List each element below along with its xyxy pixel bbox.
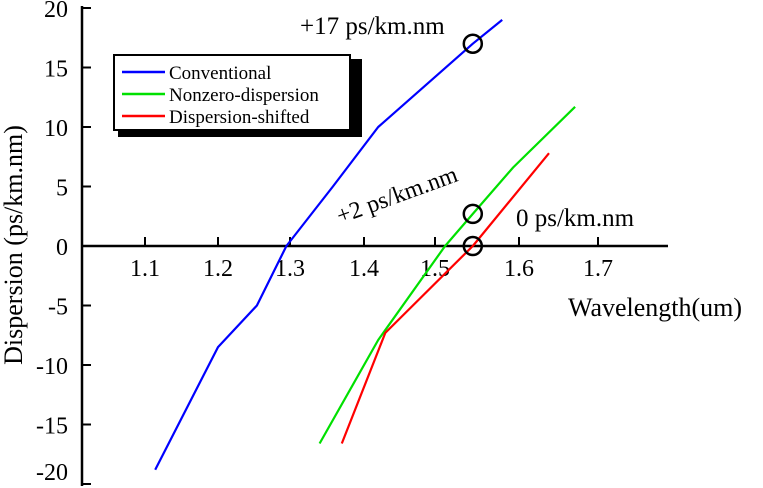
y-tick-label: 5	[56, 176, 68, 202]
legend-box	[113, 54, 351, 131]
y-tick-label: -5	[48, 295, 68, 321]
x-tick-label: 1.2	[203, 256, 233, 282]
y-axis-label: Dispersion (ps/km.nm)	[0, 125, 28, 365]
y-tick-label: -15	[36, 414, 68, 440]
y-tick-label: 10	[44, 116, 68, 142]
highlight-circle-1	[462, 203, 484, 225]
annotation-2: +2 ps/km.nm	[333, 162, 461, 230]
highlight-circle-2	[462, 235, 484, 257]
x-tick-label: 1.6	[504, 256, 534, 282]
legend-label-shifted: Dispersion-shifted	[169, 107, 310, 128]
series-line-1	[318, 106, 576, 445]
x-axis-label: Wavelength(um)	[568, 293, 742, 322]
series-line-2	[340, 152, 550, 444]
x-tick-label: 1.1	[130, 256, 160, 282]
annotation-17: +17 ps/km.nm	[300, 13, 445, 40]
y-tick-label: 15	[44, 57, 68, 83]
series-line-0	[154, 19, 503, 471]
y-tick-label: 0	[56, 235, 68, 261]
x-tick-label: 1.4	[349, 256, 379, 282]
legend-label-nonzero: Nonzero-dispersion	[169, 85, 319, 106]
y-tick-label: 20	[44, 0, 68, 23]
legend-label-conventional: Conventional	[169, 63, 271, 84]
y-tick-label: -10	[36, 354, 68, 380]
annotation-0: 0 ps/km.nm	[516, 205, 635, 232]
x-tick-label: 1.7	[583, 256, 613, 282]
y-tick-label: -20	[36, 460, 68, 486]
legend: Conventional Nonzero-dispersion Dispersi…	[113, 54, 362, 137]
highlight-circle-0	[462, 33, 484, 54]
